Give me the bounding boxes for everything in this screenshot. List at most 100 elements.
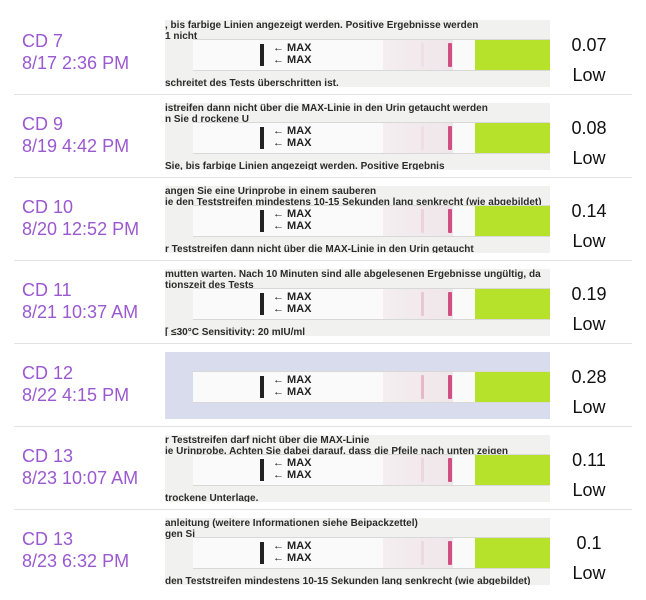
leaflet-text-bottom: r Teststreifen dann nicht über die MAX-L… xyxy=(165,244,474,253)
lh-ratio: 0.07 xyxy=(571,35,607,55)
result-value: 0.08 Low xyxy=(554,113,624,173)
result-value: 0.19 Low xyxy=(554,279,624,339)
entry-label: CD 9 8/19 4:42 PM xyxy=(22,113,162,157)
cycle-day: CD 12 xyxy=(22,363,74,383)
cycle-day: CD 13 xyxy=(22,446,74,466)
leaflet-text-bottom: [ ≤30°C Sensitivity: 20 mIU/ml xyxy=(165,327,306,336)
strip-handle xyxy=(475,40,550,70)
ovulation-test-strip: ← MAX ← MAX xyxy=(193,371,550,403)
max-label: ← MAX xyxy=(273,54,312,66)
max-labels: ← MAX ← MAX xyxy=(273,291,312,315)
result-value: 0.11 Low xyxy=(554,445,624,505)
max-line-marker xyxy=(260,44,264,66)
entry-label: CD 7 8/17 2:36 PM xyxy=(22,30,162,74)
level-text: Low xyxy=(572,314,606,334)
strip-handle xyxy=(475,289,550,319)
ovulation-test-strip: ← MAX ← MAX xyxy=(193,537,550,569)
list-item[interactable]: CD 11 8/21 10:37 AM mutten warten. Nach … xyxy=(0,261,646,344)
entry-datetime: 8/21 10:37 AM xyxy=(22,302,139,322)
test-line xyxy=(421,541,424,565)
leaflet-text-top: anleitung (weitere Informationen siehe B… xyxy=(165,518,418,529)
control-line xyxy=(448,458,452,482)
test-strip-photo[interactable]: istreifen dann nicht über die MAX-Linie … xyxy=(165,103,550,170)
max-label: ← MAX xyxy=(273,208,312,220)
max-label: ← MAX xyxy=(273,386,312,398)
entry-datetime: 8/20 12:52 PM xyxy=(22,219,140,239)
entry-datetime: 8/22 4:15 PM xyxy=(22,385,130,405)
strip-handle xyxy=(475,455,550,485)
entry-label: CD 11 8/21 10:37 AM xyxy=(22,279,162,323)
control-line xyxy=(448,209,452,233)
result-value: 0.14 Low xyxy=(554,196,624,256)
result-value: 0.07 Low xyxy=(554,30,624,90)
leaflet-text-bottom: schreitet des Tests überschritten ist. xyxy=(165,78,339,87)
result-window xyxy=(383,538,453,568)
strip-handle xyxy=(475,206,550,236)
leaflet-text-bottom: den Teststreifen mindestens 10-15 Sekund… xyxy=(165,576,531,585)
result-window xyxy=(383,289,453,319)
max-label: ← MAX xyxy=(273,552,312,564)
lh-ratio: 0.1 xyxy=(576,533,602,553)
list-item[interactable]: CD 13 8/23 10:07 AM r Teststreifen darf … xyxy=(0,427,646,510)
test-line xyxy=(421,209,424,233)
level-text: Low xyxy=(572,231,606,251)
control-line xyxy=(448,292,452,316)
max-line-marker xyxy=(260,542,264,564)
cycle-day: CD 10 xyxy=(22,197,74,217)
max-label: ← MAX xyxy=(273,137,312,149)
leaflet-text-top: mutten warten. Nach 10 Minuten sind alle… xyxy=(165,269,541,280)
max-line-marker xyxy=(260,376,264,398)
lh-ratio: 0.08 xyxy=(571,118,607,138)
leaflet-text-top: r Teststreifen darf nicht über die MAX-L… xyxy=(165,435,370,446)
max-line-marker xyxy=(260,293,264,315)
strip-handle xyxy=(475,123,550,153)
max-label: ← MAX xyxy=(273,42,312,54)
entry-datetime: 8/23 10:07 AM xyxy=(22,468,139,488)
list-item[interactable]: CD 10 8/20 12:52 PM angen Sie eine Urinp… xyxy=(0,178,646,261)
test-strip-photo[interactable]: r Teststreifen darf nicht über die MAX-L… xyxy=(165,435,550,502)
level-text: Low xyxy=(572,397,606,417)
list-item[interactable]: CD 9 8/19 4:42 PM istreifen dann nicht ü… xyxy=(0,95,646,178)
list-item[interactable]: CD 7 8/17 2:36 PM , bis farbige Linien a… xyxy=(0,12,646,95)
leaflet-text-bottom: trockene Unterlage. xyxy=(165,493,259,502)
test-strip-photo[interactable]: anleitung (weitere Informationen siehe B… xyxy=(165,518,550,585)
result-window xyxy=(383,40,453,70)
max-line-marker xyxy=(260,210,264,232)
level-text: Low xyxy=(572,563,606,583)
entry-label: CD 10 8/20 12:52 PM xyxy=(22,196,162,240)
entry-label: CD 12 8/22 4:15 PM xyxy=(22,362,162,406)
control-line xyxy=(448,43,452,67)
test-strip-photo[interactable]: mutten warten. Nach 10 Minuten sind alle… xyxy=(165,269,550,336)
leaflet-text-side: ie Urinprobe. Achten Sie dabei darauf, d… xyxy=(165,446,509,457)
strip-handle xyxy=(475,372,550,402)
list-item[interactable]: CD 13 8/23 6:32 PM anleitung (weitere In… xyxy=(0,510,646,593)
max-labels: ← MAX ← MAX xyxy=(273,125,312,149)
leaflet-text-side: tionszeit des Tests xyxy=(165,280,254,291)
entry-datetime: 8/23 6:32 PM xyxy=(22,551,130,571)
entry-label: CD 13 8/23 6:32 PM xyxy=(22,528,162,572)
control-line xyxy=(448,375,452,399)
test-strip-photo[interactable]: ← MAX ← MAX xyxy=(165,352,550,419)
leaflet-text-top: angen Sie eine Urinprobe in einem sauber… xyxy=(165,186,377,197)
max-label: ← MAX xyxy=(273,220,312,232)
max-labels: ← MAX ← MAX xyxy=(273,42,312,66)
test-strip-photo[interactable]: , bis farbige Linien angezeigt werden. P… xyxy=(165,20,550,87)
lh-ratio: 0.28 xyxy=(571,367,607,387)
max-label: ← MAX xyxy=(273,291,312,303)
lh-ratio: 0.11 xyxy=(572,450,606,470)
result-window xyxy=(383,455,453,485)
entry-label: CD 13 8/23 10:07 AM xyxy=(22,445,162,489)
max-line-marker xyxy=(260,459,264,481)
cycle-day: CD 13 xyxy=(22,529,74,549)
test-strip-photo[interactable]: angen Sie eine Urinprobe in einem sauber… xyxy=(165,186,550,253)
result-value: 0.1 Low xyxy=(554,528,624,588)
lh-ratio: 0.14 xyxy=(571,201,607,221)
list-item[interactable]: CD 12 8/22 4:15 PM ← MAX ← MAX 0.28 Low xyxy=(0,344,646,427)
level-text: Low xyxy=(572,480,606,500)
strip-handle xyxy=(475,538,550,568)
leaflet-text-top: , bis farbige Linien angezeigt werden. P… xyxy=(165,20,479,31)
test-line xyxy=(421,43,424,67)
control-line xyxy=(448,126,452,150)
ovulation-test-strip: ← MAX ← MAX xyxy=(193,205,550,237)
